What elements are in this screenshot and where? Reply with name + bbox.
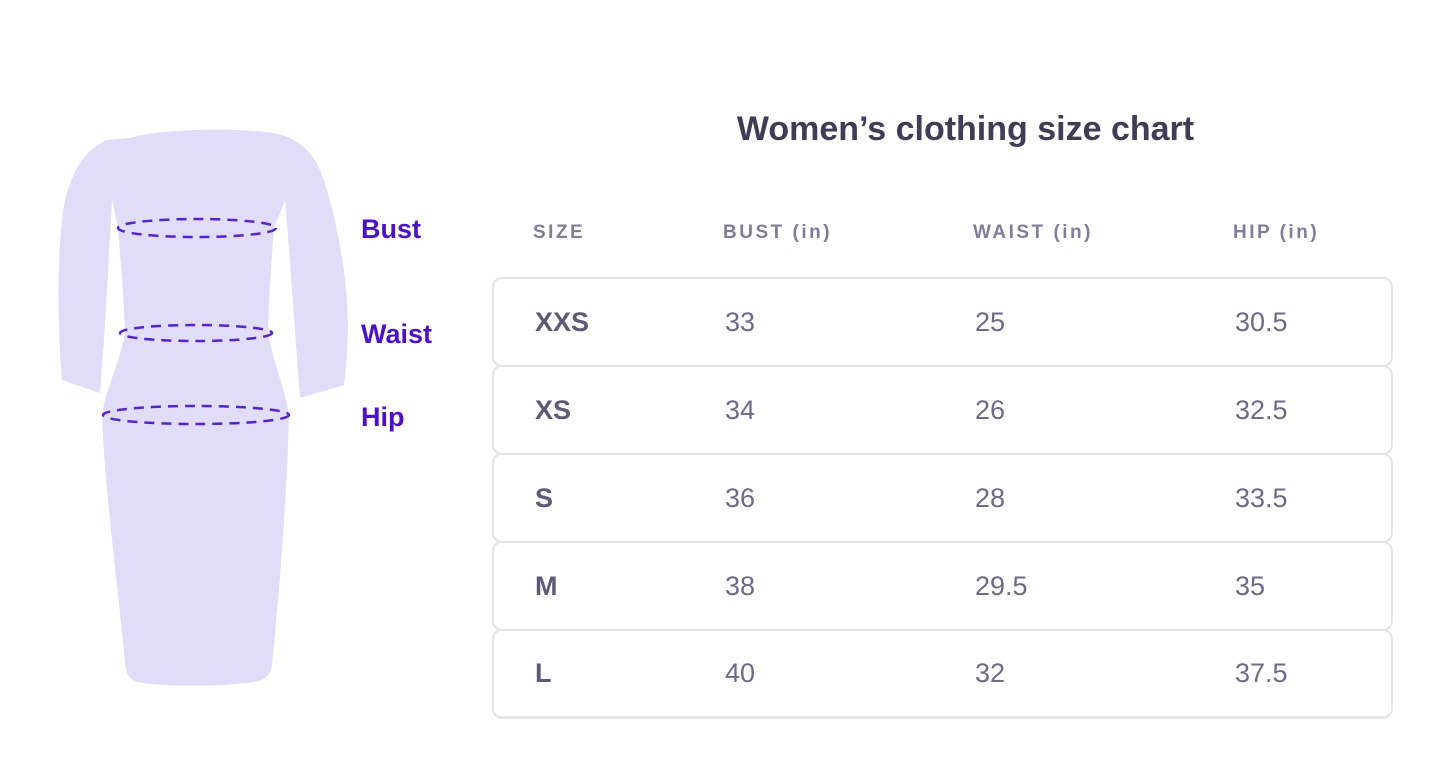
size-cell: M xyxy=(535,570,558,601)
waist-cell: 25 xyxy=(975,306,1006,337)
table-row: XS 34 26 32.5 xyxy=(492,365,1393,455)
table-header-row: SIZE BUST (in) WAIST (in) HIP (in) xyxy=(492,207,1393,259)
column-header-bust: BUST (in) xyxy=(723,222,833,243)
size-cell: XS xyxy=(535,394,572,425)
hip-label: Hip xyxy=(361,402,405,432)
size-table: XXS 33 25 30.5 XS 34 26 32.5 S 36 28 33.… xyxy=(492,277,1393,719)
table-row: L 40 32 37.5 xyxy=(492,629,1393,719)
bust-cell: 36 xyxy=(725,482,756,513)
size-cell: XXS xyxy=(535,306,590,337)
hip-cell: 35 xyxy=(1235,570,1266,601)
waist-cell: 32 xyxy=(975,658,1006,688)
waist-measurement-line xyxy=(118,323,274,343)
column-header-waist: WAIST (in) xyxy=(973,222,1093,243)
dress-illustration xyxy=(52,105,362,705)
bust-cell: 40 xyxy=(725,658,756,688)
size-cell: L xyxy=(535,658,552,688)
table-row: M 38 29.5 35 xyxy=(492,541,1393,631)
hip-cell: 30.5 xyxy=(1235,306,1288,337)
bust-cell: 33 xyxy=(725,306,756,337)
column-header-hip: HIP (in) xyxy=(1233,222,1320,243)
dress-illustration-svg xyxy=(58,129,348,686)
waist-label: Waist xyxy=(361,319,433,349)
size-cell: S xyxy=(535,482,554,513)
table-row: S 36 28 33.5 xyxy=(492,453,1393,543)
hip-cell: 37.5 xyxy=(1235,658,1288,688)
table-row: XXS 33 25 30.5 xyxy=(492,277,1393,367)
bust-measurement-line xyxy=(116,217,278,239)
hip-cell: 32.5 xyxy=(1235,394,1288,425)
waist-cell: 28 xyxy=(975,482,1006,513)
waist-cell: 26 xyxy=(975,394,1006,425)
column-header-size: SIZE xyxy=(533,222,586,243)
hip-cell: 33.5 xyxy=(1235,482,1288,513)
waist-cell: 29.5 xyxy=(975,570,1028,601)
bust-cell: 34 xyxy=(725,394,756,425)
bust-label: Bust xyxy=(361,214,421,244)
page-title: Women’s clothing size chart xyxy=(736,110,1195,148)
dress-silhouette xyxy=(58,129,348,686)
hip-measurement-line xyxy=(101,404,291,426)
bust-cell: 38 xyxy=(725,570,756,601)
